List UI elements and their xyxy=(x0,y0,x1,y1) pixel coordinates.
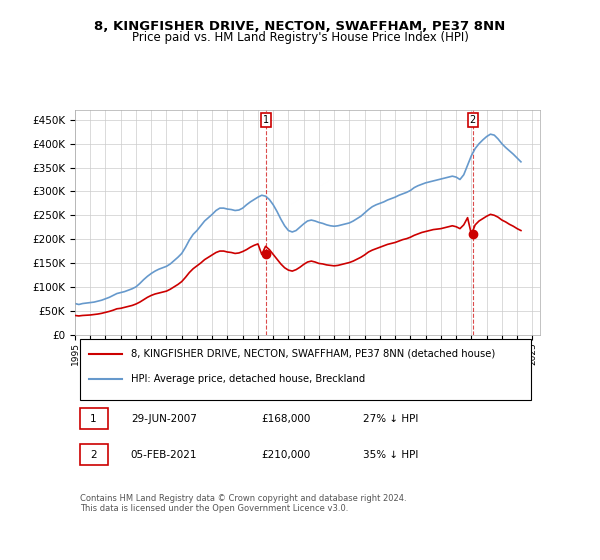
Text: £210,000: £210,000 xyxy=(261,450,310,460)
Text: 2: 2 xyxy=(470,115,476,125)
FancyBboxPatch shape xyxy=(80,444,107,465)
Text: 29-JUN-2007: 29-JUN-2007 xyxy=(131,414,197,424)
FancyBboxPatch shape xyxy=(80,408,107,429)
Text: Contains HM Land Registry data © Crown copyright and database right 2024.
This d: Contains HM Land Registry data © Crown c… xyxy=(80,494,406,513)
Text: 35% ↓ HPI: 35% ↓ HPI xyxy=(364,450,419,460)
Text: 1: 1 xyxy=(263,115,269,125)
Text: 2: 2 xyxy=(90,450,97,460)
Text: £168,000: £168,000 xyxy=(261,414,310,424)
FancyBboxPatch shape xyxy=(80,339,531,400)
Text: 1: 1 xyxy=(90,414,97,424)
Text: HPI: Average price, detached house, Breckland: HPI: Average price, detached house, Brec… xyxy=(131,375,365,384)
Text: 8, KINGFISHER DRIVE, NECTON, SWAFFHAM, PE37 8NN: 8, KINGFISHER DRIVE, NECTON, SWAFFHAM, P… xyxy=(94,20,506,32)
Text: Price paid vs. HM Land Registry's House Price Index (HPI): Price paid vs. HM Land Registry's House … xyxy=(131,31,469,44)
Text: 8, KINGFISHER DRIVE, NECTON, SWAFFHAM, PE37 8NN (detached house): 8, KINGFISHER DRIVE, NECTON, SWAFFHAM, P… xyxy=(131,349,495,359)
Text: 27% ↓ HPI: 27% ↓ HPI xyxy=(364,414,419,424)
Text: 05-FEB-2021: 05-FEB-2021 xyxy=(131,450,197,460)
